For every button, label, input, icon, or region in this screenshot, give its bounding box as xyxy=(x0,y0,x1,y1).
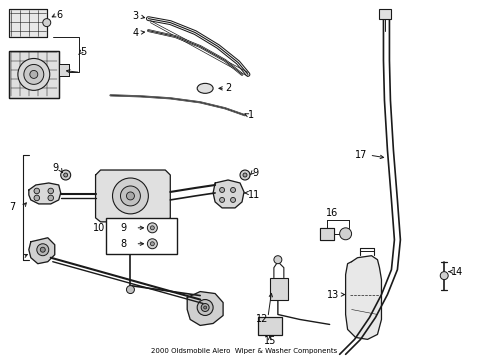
Text: 8: 8 xyxy=(120,239,126,249)
Bar xyxy=(9,50,59,98)
Text: 5: 5 xyxy=(81,48,87,58)
Text: 12: 12 xyxy=(255,314,267,324)
Circle shape xyxy=(30,71,38,78)
Circle shape xyxy=(24,64,44,84)
Polygon shape xyxy=(187,292,223,325)
Bar xyxy=(9,9,47,37)
Text: 14: 14 xyxy=(450,267,463,276)
Text: 11: 11 xyxy=(247,190,260,200)
Circle shape xyxy=(230,188,235,193)
Circle shape xyxy=(147,239,157,249)
Text: 16: 16 xyxy=(325,208,337,218)
Circle shape xyxy=(273,256,281,264)
Ellipse shape xyxy=(197,84,213,93)
Circle shape xyxy=(150,226,154,230)
Text: 9: 9 xyxy=(251,168,258,178)
Circle shape xyxy=(37,244,49,256)
Circle shape xyxy=(120,186,140,206)
Text: 7: 7 xyxy=(9,202,15,212)
Circle shape xyxy=(63,173,67,177)
Polygon shape xyxy=(29,183,61,204)
Circle shape xyxy=(18,58,50,90)
Bar xyxy=(379,9,390,19)
Circle shape xyxy=(150,242,154,246)
Circle shape xyxy=(40,247,45,252)
Polygon shape xyxy=(95,170,170,222)
Circle shape xyxy=(243,173,246,177)
Bar xyxy=(9,9,47,37)
Polygon shape xyxy=(345,256,381,339)
Circle shape xyxy=(34,188,40,194)
Circle shape xyxy=(126,285,134,293)
Circle shape xyxy=(230,197,235,202)
Circle shape xyxy=(240,170,249,180)
Text: 3: 3 xyxy=(132,11,138,21)
Text: 13: 13 xyxy=(326,289,339,300)
Text: 2: 2 xyxy=(224,84,231,93)
Text: 10: 10 xyxy=(92,223,104,233)
Text: 1: 1 xyxy=(247,110,254,120)
Bar xyxy=(9,50,59,98)
Polygon shape xyxy=(213,180,244,208)
Text: 2000 Oldsmobile Alero  Wiper & Washer Components: 2000 Oldsmobile Alero Wiper & Washer Com… xyxy=(151,348,336,354)
Circle shape xyxy=(42,19,51,27)
Bar xyxy=(319,228,333,240)
Circle shape xyxy=(219,197,224,202)
Circle shape xyxy=(147,223,157,233)
Circle shape xyxy=(48,188,53,194)
Circle shape xyxy=(126,192,134,200)
Circle shape xyxy=(201,303,209,311)
Text: 9: 9 xyxy=(53,163,59,173)
Circle shape xyxy=(48,195,53,201)
Circle shape xyxy=(112,178,148,214)
Circle shape xyxy=(197,300,213,315)
Circle shape xyxy=(219,188,224,193)
Text: 4: 4 xyxy=(132,28,138,37)
Bar xyxy=(105,218,177,254)
Circle shape xyxy=(439,272,447,280)
Polygon shape xyxy=(29,238,55,264)
Text: 9: 9 xyxy=(120,223,126,233)
Bar xyxy=(59,64,68,76)
Text: 6: 6 xyxy=(57,10,63,20)
Bar xyxy=(258,318,281,336)
Text: 17: 17 xyxy=(354,150,367,160)
Circle shape xyxy=(339,228,351,240)
Text: 15: 15 xyxy=(263,336,276,346)
Bar xyxy=(269,278,287,300)
Circle shape xyxy=(61,170,71,180)
Circle shape xyxy=(34,195,40,201)
Circle shape xyxy=(203,306,206,309)
